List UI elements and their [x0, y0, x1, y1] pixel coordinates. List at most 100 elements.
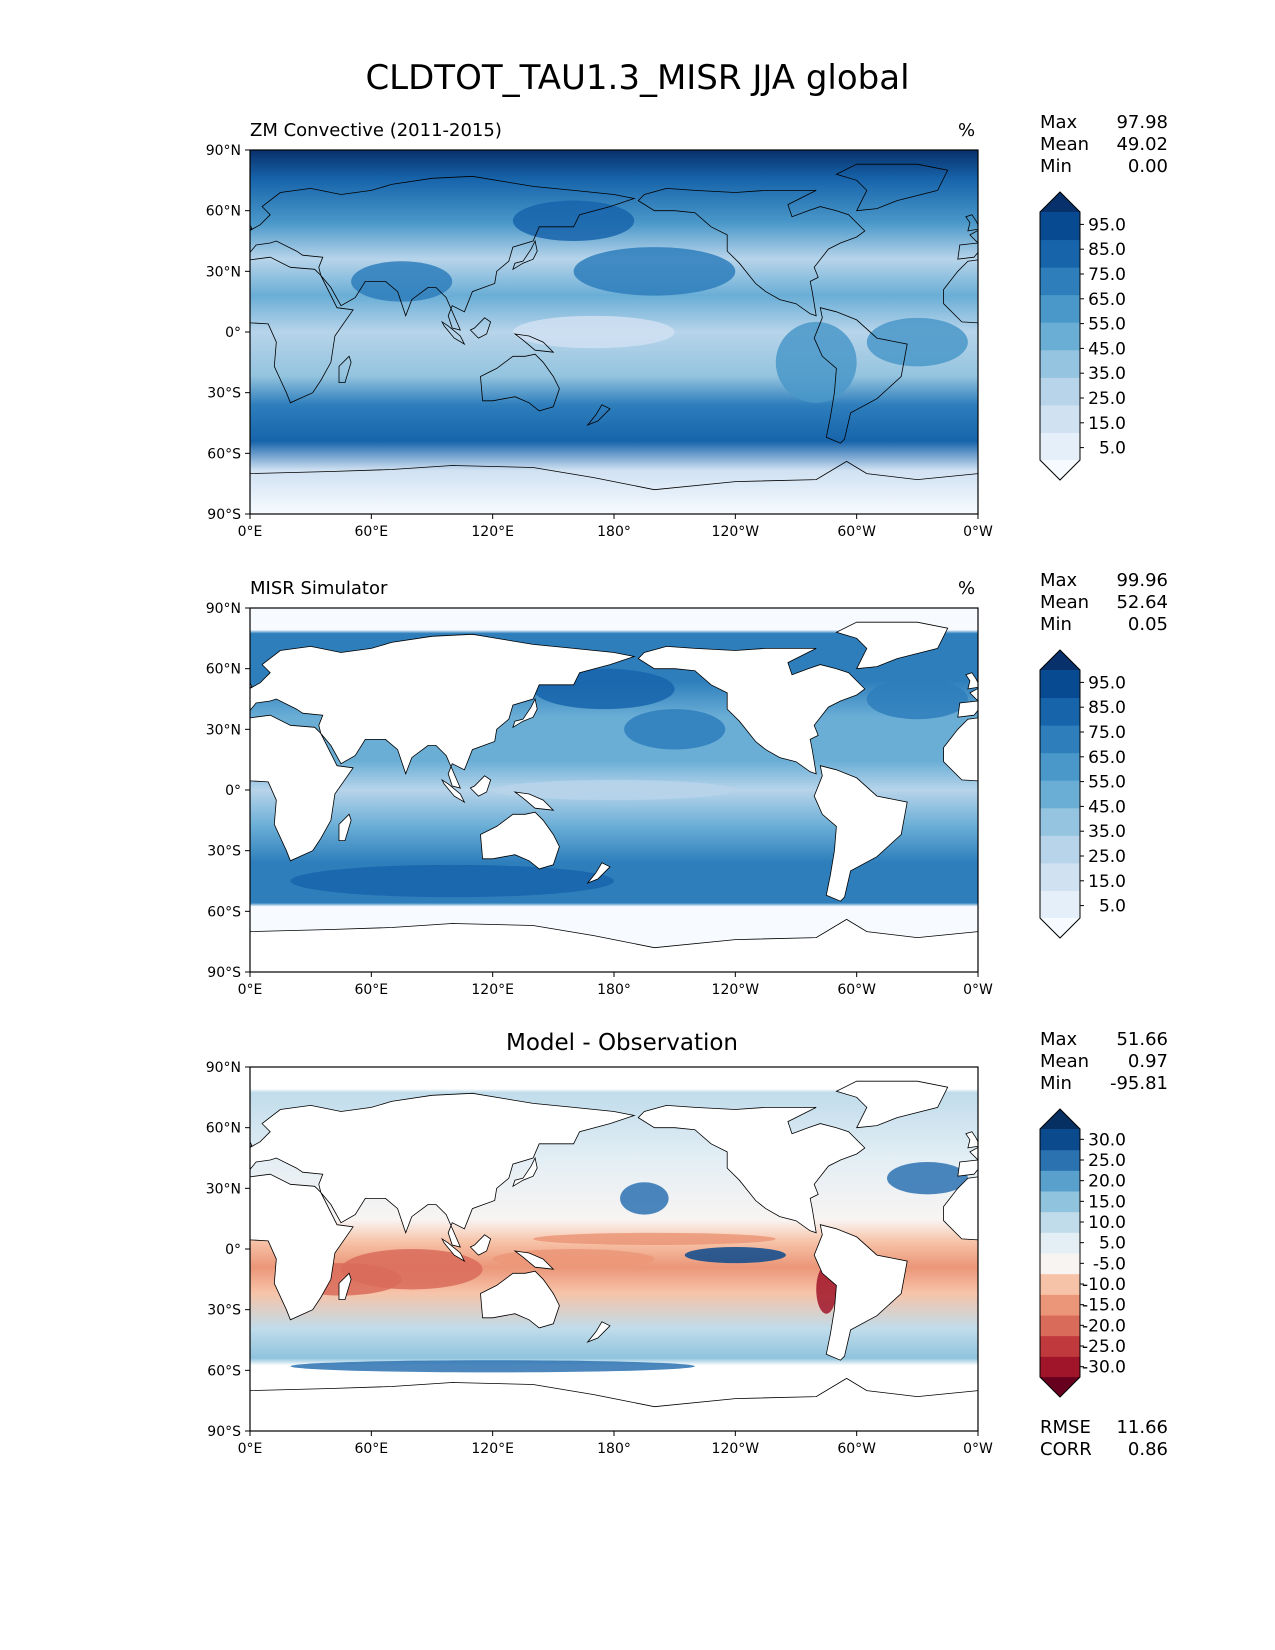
stat-label: RMSE [1040, 1417, 1091, 1438]
colorbar-tick-label: 95.0 [1088, 215, 1126, 235]
lon-tick-label: 60°W [837, 1441, 876, 1457]
colorbar-segment [1040, 322, 1080, 351]
lon-tick-label: 60°W [837, 982, 876, 998]
stat-label: Min [1040, 156, 1072, 177]
coastline-northamerica [637, 1104, 866, 1234]
colorbar-segment [1040, 1211, 1080, 1233]
coastline-southamerica [813, 307, 908, 444]
colorbar-outline [1039, 1108, 1081, 1398]
colorbar-segment [1040, 862, 1080, 891]
stat-value: 11.66 [1116, 1417, 1168, 1438]
coastline-newguinea [513, 333, 555, 353]
coastline-southamerica [813, 1224, 908, 1361]
stat-value: 0.97 [1127, 1051, 1168, 1072]
field-region [624, 709, 726, 750]
colorbar-segment [1040, 780, 1080, 809]
field-region [351, 261, 453, 302]
stat-min: Min 0.00 [1040, 156, 1168, 178]
lon-tick-label: 120°W [712, 524, 760, 540]
colorbar-tick-label: 25.0 [1088, 847, 1126, 867]
colorbar-segment [1040, 807, 1080, 836]
colorbar-extend-min [1040, 918, 1080, 938]
colorbar-outline [1039, 191, 1081, 481]
stat-value: 0.00 [1127, 156, 1168, 177]
coastline-uk-wrap [965, 214, 978, 232]
stat-rmse: RMSE 11.66 [1040, 1417, 1168, 1439]
lat-tick-label: 60°S [207, 1363, 241, 1379]
stat-label: Max [1040, 1029, 1078, 1050]
lat-tick-label: 0° [225, 1242, 241, 1258]
colorbar-extend-min [1040, 1377, 1080, 1397]
field-region [866, 678, 968, 720]
coastline-nz [586, 404, 611, 426]
stat-value: 0.86 [1127, 1439, 1168, 1460]
coastline-eurasia [250, 1092, 636, 1248]
panel-center-title: Model - Observation [505, 1030, 739, 1056]
coastline-japan [512, 1156, 538, 1188]
lon-tick-label: 0°E [238, 1441, 263, 1457]
coastline-africa [250, 256, 354, 404]
field-region [684, 1246, 786, 1264]
colorbar-segment [1040, 1253, 1080, 1275]
panel-title: MISR Simulator [250, 578, 388, 599]
coastline-nz [586, 1321, 611, 1343]
coastline-madagascar [338, 355, 352, 383]
colorbar: 30.025.020.015.010.05.0-5.0-10.0-15.0-20… [1039, 1108, 1126, 1398]
field-region [573, 247, 736, 296]
colorbar-tick-label: 85.0 [1088, 698, 1126, 718]
colorbar-segment [1040, 294, 1080, 323]
colorbar-segment [1040, 377, 1080, 406]
colorbar-tick-label: 15.0 [1088, 872, 1126, 892]
stat-min: Min -95.81 [1040, 1073, 1168, 1095]
lon-tick-label: 180° [597, 1441, 631, 1457]
colorbar-tick-label: 15.0 [1088, 414, 1126, 434]
lat-tick-label: 90°N [206, 143, 241, 159]
colorbar-segment [1040, 1129, 1080, 1151]
lon-tick-label: 0°E [238, 982, 263, 998]
coastline-antarctica [250, 1377, 978, 1431]
lon-tick-label: 0°W [963, 1441, 993, 1457]
stat-corr: CORR 0.86 [1040, 1439, 1168, 1461]
field-region [290, 864, 614, 898]
lat-tick-label: 90°S [207, 507, 241, 523]
colorbar-tick-label: -25.0 [1082, 1337, 1126, 1357]
stat-mean: Mean 49.02 [1040, 134, 1168, 156]
colorbar-tick-label: 30.0 [1088, 1130, 1126, 1150]
stat-min: Min 0.05 [1040, 614, 1168, 636]
map-field [250, 608, 978, 972]
lon-tick-label: 60°W [837, 524, 876, 540]
colorbar-segment [1040, 349, 1080, 378]
colorbar-segment [1040, 835, 1080, 864]
colorbar-segment [1040, 1335, 1080, 1357]
figure-title: CLDTOT_TAU1.3_MISR JJA global [365, 58, 910, 98]
coastline-newguinea [513, 1250, 555, 1270]
colorbar-segment [1040, 1170, 1080, 1192]
colorbar-tick-label: 10.0 [1088, 1213, 1126, 1233]
colorbar-outline [1039, 649, 1081, 939]
colorbar-segment [1040, 212, 1080, 241]
stat-label: Max [1040, 112, 1078, 133]
coastline-greenland [835, 621, 949, 670]
colorbar-tick-label: -20.0 [1082, 1316, 1126, 1336]
colorbar-extend-max [1040, 1109, 1080, 1129]
units-label: % [958, 120, 976, 141]
colorbar-tick-label: 25.0 [1088, 1151, 1126, 1171]
colorbar-segment [1040, 1232, 1080, 1254]
colorbar-tick-label: 95.0 [1088, 673, 1126, 693]
stat-value: 0.05 [1127, 614, 1168, 635]
stat-label: Mean [1040, 592, 1090, 613]
field-region [775, 321, 857, 403]
coastline-sumatra [441, 778, 466, 804]
map-field [250, 150, 978, 514]
lon-tick-label: 120°W [712, 982, 760, 998]
lon-tick-label: 0°W [963, 524, 993, 540]
stat-label: Mean [1040, 1051, 1090, 1072]
colorbar-tick-label: 20.0 [1088, 1172, 1126, 1192]
map-panel-1: 90°N 60°N 30°N 0° 30°S 60°S 90°S0°E 60°E 120°E 18… [206, 143, 1126, 540]
colorbar-tick-label: 5.0 [1099, 1234, 1126, 1254]
colorbar-tick-label: -10.0 [1082, 1275, 1126, 1295]
lat-tick-label: 60°N [206, 204, 241, 220]
lat-tick-label: 30°N [206, 264, 241, 280]
field-region [533, 1232, 776, 1245]
colorbar-segment [1040, 432, 1080, 461]
